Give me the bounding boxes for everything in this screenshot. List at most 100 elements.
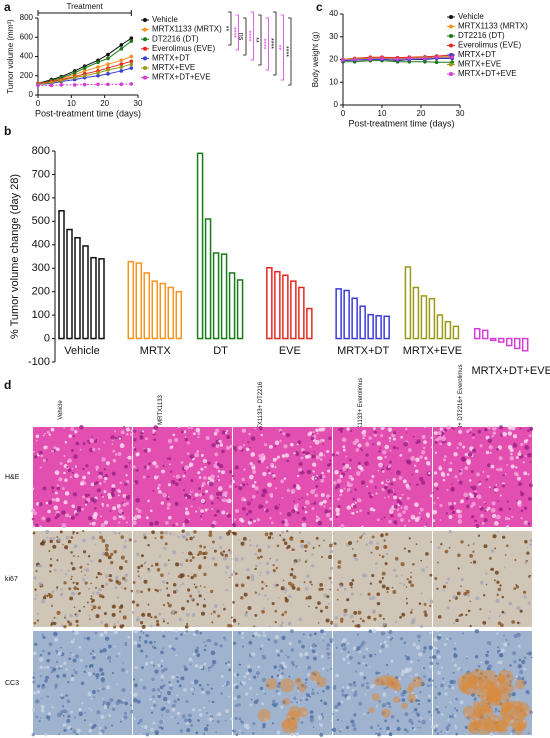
- tissue-dot: [94, 439, 98, 443]
- tissue-dot: [103, 704, 109, 710]
- tissue-dot: [424, 613, 428, 617]
- tissue-dot: [520, 516, 523, 520]
- tissue-dot: [83, 719, 86, 722]
- x-tick-label: 0: [341, 109, 346, 118]
- tissue-dot: [469, 624, 472, 628]
- y-tick-label: 500: [32, 215, 50, 227]
- tissue-dot: [167, 502, 171, 507]
- tissue-dot: [99, 535, 104, 540]
- y-tick-label: 800: [32, 145, 50, 157]
- tissue-dot: [160, 573, 164, 577]
- tissue-dot: [233, 696, 237, 700]
- tissue-dot: [274, 466, 277, 469]
- bar: [367, 313, 374, 340]
- tissue-dot: [429, 573, 433, 577]
- tissue-dot: [248, 432, 251, 436]
- tissue-dot: [160, 691, 162, 694]
- tissue-dot: [189, 663, 192, 666]
- tissue-dot: [251, 466, 256, 470]
- tissue-dot: [87, 563, 89, 566]
- tissue-dot: [87, 672, 92, 676]
- tissue-dot: [273, 477, 276, 480]
- tissue-dot: [477, 429, 482, 434]
- tissue-dot: [390, 482, 394, 486]
- tissue-dot: [84, 503, 88, 506]
- tissue-dot: [34, 642, 38, 646]
- tissue-dot: [447, 577, 451, 581]
- tissue-dot: [94, 507, 97, 510]
- tissue-dot: [228, 470, 233, 474]
- tissue-dot: [48, 718, 51, 721]
- tissue-dot: [320, 478, 325, 483]
- tissue-dot: [124, 482, 128, 486]
- tissue-dot: [339, 474, 343, 478]
- tissue-dot: [417, 699, 421, 702]
- tissue-dot: [263, 607, 266, 610]
- legend-marker: [449, 72, 453, 76]
- tissue-dot: [63, 616, 66, 619]
- tissue-dot: [375, 706, 378, 709]
- tissue-dot: [435, 728, 438, 731]
- tissue-dot: [199, 665, 204, 670]
- legend-marker: [143, 66, 147, 70]
- tissue-dot: [447, 501, 452, 506]
- tissue-dot: [251, 634, 255, 638]
- tissue-dot: [400, 574, 403, 577]
- tissue-dot: [104, 636, 110, 641]
- tissue-dot: [172, 648, 176, 652]
- tissue-dot: [346, 505, 352, 510]
- tissue-dot: [488, 617, 491, 620]
- tissue-dot: [200, 467, 204, 471]
- tissue-dot: [330, 667, 333, 670]
- tissue-dot: [86, 601, 89, 604]
- tissue-dot: [264, 443, 268, 447]
- tissue-dot: [337, 497, 341, 501]
- tissue-dot: [388, 464, 392, 468]
- tissue-dot: [474, 629, 480, 634]
- tissue-dot: [341, 720, 343, 722]
- tissue-dot: [88, 588, 90, 590]
- tissue-dot: [214, 642, 218, 647]
- tissue-dot: [323, 593, 328, 598]
- tissue-dot: [161, 669, 165, 673]
- tissue-dot: [194, 452, 199, 458]
- tissue-dot: [154, 588, 157, 591]
- tissue-dot: [189, 594, 193, 598]
- significance-label: ns: [237, 33, 244, 41]
- bar: [444, 320, 452, 340]
- tissue-dot: [290, 536, 293, 539]
- tissue-dot: [91, 436, 94, 438]
- tissue-dot: [363, 712, 366, 716]
- tissue-dot: [485, 583, 488, 586]
- tissue-dot: [88, 664, 93, 669]
- tissue-dot: [433, 637, 438, 642]
- tissue-dot: [211, 556, 216, 561]
- bar: [343, 289, 350, 340]
- legend-label: MRTX+DT+EVE: [458, 69, 517, 78]
- tissue-dot: [484, 660, 490, 665]
- tissue-dot: [507, 643, 510, 646]
- tissue-dot: [423, 525, 427, 529]
- tissue-dot: [301, 497, 304, 499]
- tissue-dot: [328, 497, 332, 500]
- tissue-dot: [160, 650, 164, 655]
- tissue-dot: [253, 722, 256, 724]
- tissue-dot: [175, 588, 179, 592]
- tissue-dot: [74, 630, 79, 635]
- tissue-dot: [447, 718, 450, 721]
- tissue-dot: [183, 664, 186, 668]
- tissue-dot: [65, 668, 68, 671]
- tissue-dot: [304, 681, 307, 685]
- tissue-dot: [80, 570, 83, 573]
- tissue-dot: [225, 588, 229, 592]
- tissue-dot: [309, 695, 312, 698]
- tissue-dot: [178, 426, 181, 429]
- tissue-dot: [139, 577, 143, 580]
- tissue-dot: [181, 716, 185, 719]
- tissue-dot: [420, 716, 423, 719]
- tissue-dot: [125, 474, 128, 477]
- tissue-dot: [404, 728, 407, 731]
- tissue-dot: [144, 437, 148, 441]
- tissue-dot: [457, 553, 461, 558]
- y-axis-title: Tumor volume (mm³): [6, 19, 15, 94]
